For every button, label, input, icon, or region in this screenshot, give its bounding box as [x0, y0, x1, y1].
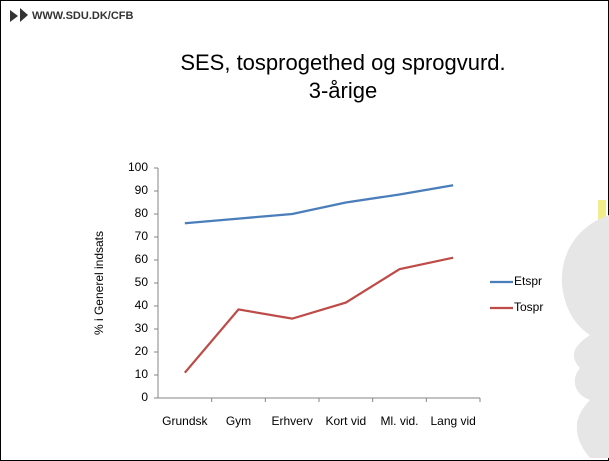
chart-subtitle: 3-årige: [309, 78, 377, 103]
chart-title: SES, tosprogethed og sprogvurd.: [180, 50, 505, 75]
x-tick-label: Lang vid: [430, 414, 475, 428]
slide: WWW.SDU.DK/CFB SES, tosprogethed og spro…: [0, 0, 609, 461]
y-tick-label: 0: [141, 390, 148, 404]
y-tick-label: 100: [128, 160, 148, 174]
x-tick-label: Gym: [226, 414, 251, 428]
y-tick-label: 70: [135, 229, 149, 243]
y-tick-label: 20: [135, 344, 149, 358]
header-url: WWW.SDU.DK/CFB: [32, 10, 133, 22]
y-tick-label: 50: [135, 275, 149, 289]
legend-label: Etspr: [514, 274, 542, 288]
y-axis-label: % i Generel indsats: [92, 231, 106, 335]
y-tick-label: 40: [135, 298, 149, 312]
x-tick-label: Ml. vid.: [380, 414, 418, 428]
x-tick-label: Grundsk: [162, 414, 208, 428]
x-tick-label: Erhverv: [271, 414, 312, 428]
legend-label: Tospr: [514, 300, 543, 314]
x-tick-label: Kort vid: [325, 414, 366, 428]
y-tick-label: 80: [135, 206, 149, 220]
y-tick-label: 30: [135, 321, 149, 335]
y-tick-label: 10: [135, 367, 149, 381]
y-tick-label: 90: [135, 183, 149, 197]
y-tick-label: 60: [135, 252, 149, 266]
